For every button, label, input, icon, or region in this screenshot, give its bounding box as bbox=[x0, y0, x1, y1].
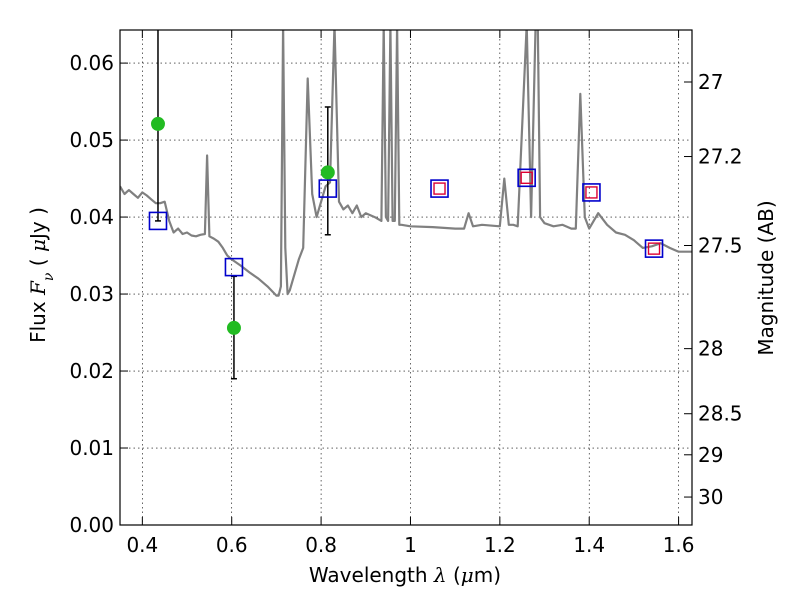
y2-tick-label: 28 bbox=[698, 337, 723, 361]
x-tick-label: 1.6 bbox=[663, 533, 695, 557]
x-tick-label: 0.4 bbox=[126, 533, 158, 557]
y-tick-label: 0.02 bbox=[69, 359, 114, 383]
x-tick-label: 1 bbox=[404, 533, 417, 557]
model-spectrum-line bbox=[120, 30, 692, 297]
x-tick-label: 0.6 bbox=[216, 533, 248, 557]
x-axis-label: Wavelength λ (μm) bbox=[309, 563, 501, 587]
secondary-y-axis-label: Magnitude (AB) bbox=[754, 200, 778, 355]
y2-tick-label: 28.5 bbox=[698, 402, 743, 426]
observed-flux-point bbox=[226, 320, 241, 335]
y-tick-label: 0.03 bbox=[69, 282, 114, 306]
model-band-inner-marker bbox=[647, 242, 661, 255]
plot-area bbox=[120, 30, 692, 380]
y2-tick-label: 29 bbox=[698, 443, 723, 467]
grid-lines bbox=[120, 30, 692, 526]
y-tick-label: 0.01 bbox=[69, 436, 114, 460]
axis-ticks: 0.4 0.6 0.8 1 1.2 1.4 1.6 0.00 0.01 0.02 0.03 0.04 0… bbox=[69, 30, 743, 557]
y2-tick-label: 27 bbox=[698, 70, 723, 94]
model-band-marker bbox=[644, 239, 664, 258]
y-tick-label: 0.00 bbox=[69, 513, 114, 537]
observed-flux-point bbox=[150, 116, 165, 131]
y2-tick-label: 30 bbox=[698, 485, 723, 509]
model-band-marker bbox=[148, 211, 168, 231]
model-band-marker bbox=[318, 179, 338, 198]
x-tick-label: 0.8 bbox=[305, 533, 337, 557]
model-band-marker bbox=[517, 168, 536, 188]
model-band-inner-marker bbox=[520, 171, 533, 185]
y-axis-label: Flux Fν ( μJy ) bbox=[26, 207, 57, 343]
model-band-inner-marker bbox=[585, 186, 598, 199]
model-band-marker bbox=[224, 257, 244, 277]
model-band-marker bbox=[582, 183, 601, 202]
x-tick-label: 1.4 bbox=[573, 533, 605, 557]
y2-tick-label: 27.2 bbox=[698, 145, 743, 169]
y2-tick-label: 27.5 bbox=[698, 233, 743, 257]
model-band-inner-marker bbox=[433, 182, 446, 195]
model-band-marker bbox=[430, 179, 449, 198]
plot-frame bbox=[119, 29, 693, 526]
x-tick-label: 1.2 bbox=[484, 533, 516, 557]
y-tick-label: 0.04 bbox=[69, 205, 114, 229]
y-tick-label: 0.05 bbox=[69, 128, 114, 152]
y-tick-label: 0.06 bbox=[69, 51, 114, 75]
observed-flux-point bbox=[320, 165, 335, 180]
